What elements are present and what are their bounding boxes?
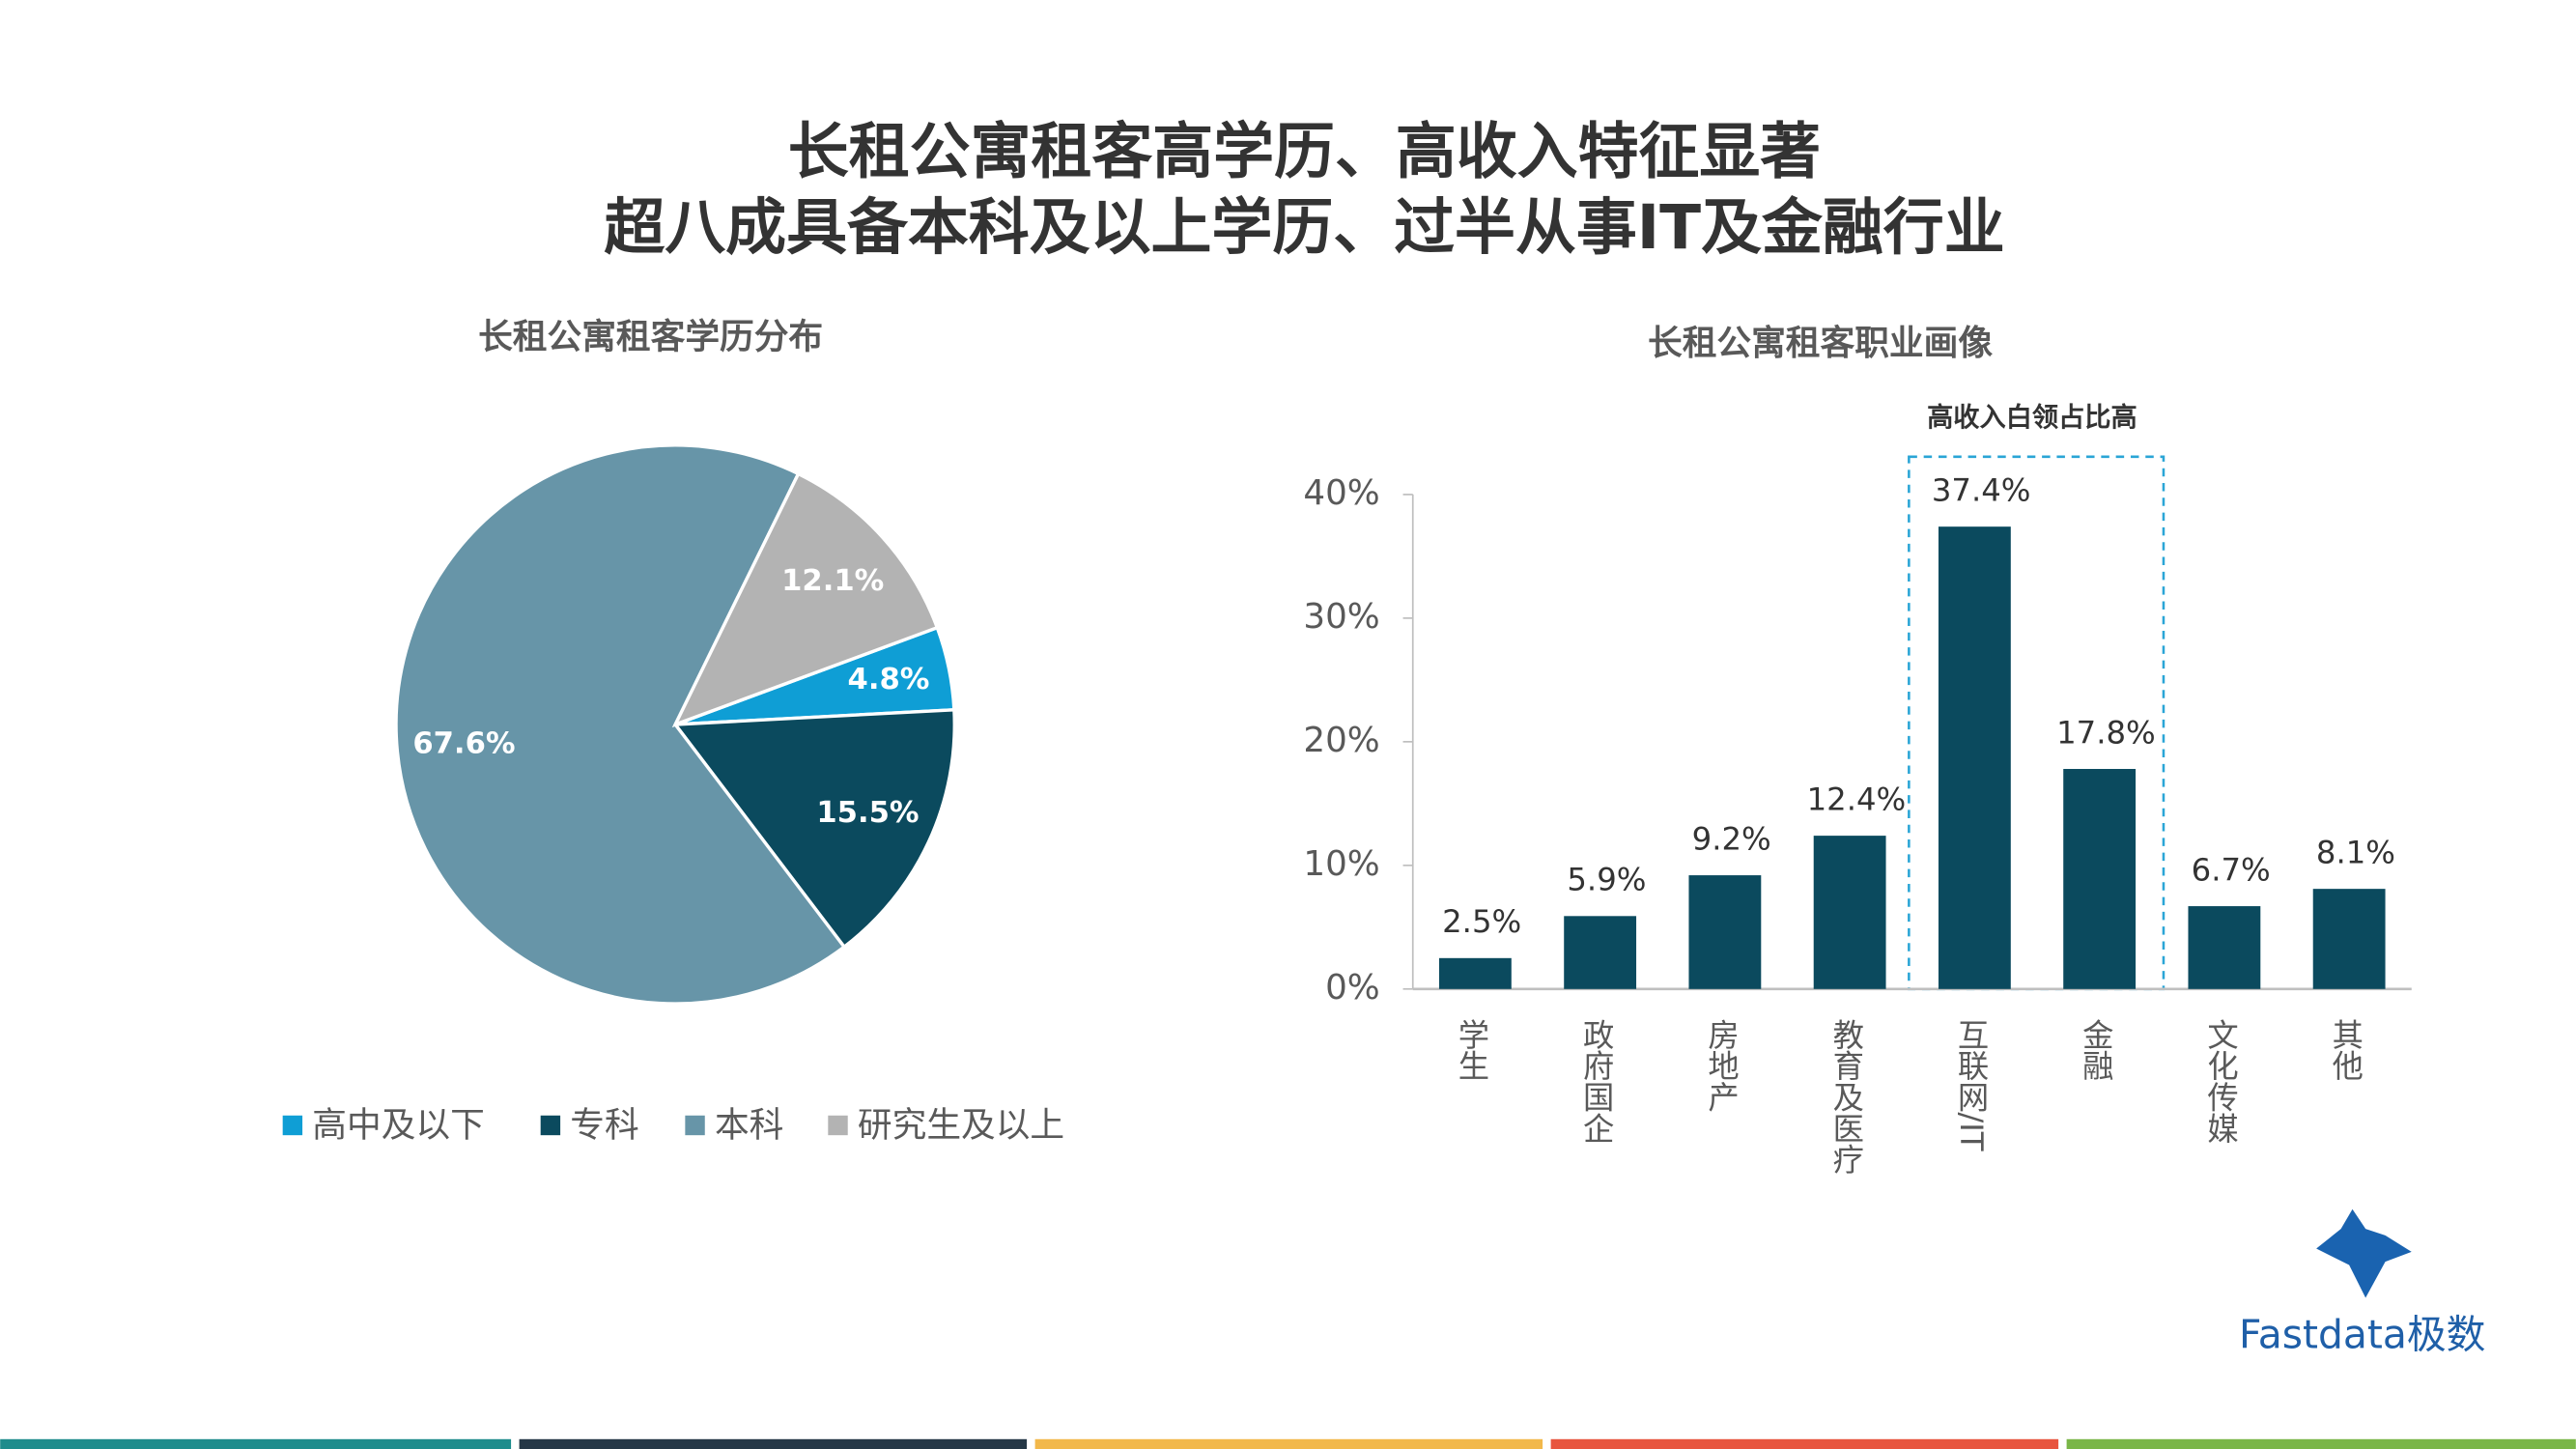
bar [1938,526,2011,989]
slide-subtitle: 超八成具备本科及以上学历、过半从事IT及金融行业 [604,192,2004,263]
legend-label: 本科 [715,1106,783,1146]
legend-label: 专科 [570,1106,638,1146]
legend-swatch [685,1115,705,1136]
x-tick-label: 教育及医疗 [1828,1018,1865,1175]
legend-swatch [540,1115,561,1136]
data-label: 15.5% [816,796,919,830]
x-tick-label: 其他 [2328,1018,2364,1081]
bar [1438,957,1512,989]
annotation: 高收入白领占比高 [1927,402,2137,433]
x-tick-label: 政府国企 [1578,1018,1615,1143]
legend-swatch [828,1115,848,1136]
x-tick-label: 金融 [2078,1018,2114,1081]
y-tick-label: 30% [1303,597,1379,637]
data-label: 17.8% [2056,714,2156,751]
chart-title: 长租公寓租客职业画像 [1648,324,1993,363]
y-tick-label: 10% [1303,844,1379,884]
logo-text: Fastdata极数 [2239,1311,2485,1357]
stripe [1034,1438,1543,1449]
data-label: 6.7% [2192,851,2271,888]
logo: Fastdata极数 [2239,1208,2485,1357]
data-label: 12.4% [1807,781,1907,817]
data-label: 9.2% [1692,820,1771,857]
pie-slice [671,471,940,728]
legend-swatch [282,1115,303,1136]
data-label: 5.9% [1567,862,1646,898]
data-label: 12.1% [781,564,884,598]
bar [1688,875,1762,989]
bar [2312,889,2386,989]
stripe [1550,1438,2059,1449]
highlight-box [1908,455,2166,991]
pie-slice [394,443,847,1006]
bar [1813,836,1886,989]
x-tick-label: 互联网/IT [1953,1018,1990,1151]
stripe [0,1438,512,1449]
data-label: 2.5% [1442,903,1521,940]
data-label: 4.8% [848,663,930,696]
y-tick-label: 40% [1303,473,1379,513]
y-tick-label: 20% [1303,721,1379,760]
data-label: 37.4% [1932,471,2031,508]
bar [2063,769,2137,989]
y-tick-label: 0% [1325,968,1380,1008]
stripe [2066,1438,2576,1449]
bar [1564,916,1637,989]
data-label: 67.6% [412,727,515,761]
x-tick-label: 房地产 [1703,1018,1740,1112]
slide-title: 长租公寓租客高学历、高收入特征显著 [788,117,1821,187]
pie-slice [671,707,956,950]
bar [2188,906,2261,989]
chart-title: 长租公寓租客学历分布 [478,317,823,356]
data-label: 8.1% [2316,834,2395,870]
x-tick-label: 学生 [1454,1018,1490,1081]
x-tick-label: 文化传媒 [2202,1018,2239,1143]
stripe [519,1438,1028,1449]
logo-icon [2316,1208,2412,1298]
legend-label: 研究生及以上 [858,1106,1064,1146]
legend-label: 高中及以下 [312,1106,485,1146]
